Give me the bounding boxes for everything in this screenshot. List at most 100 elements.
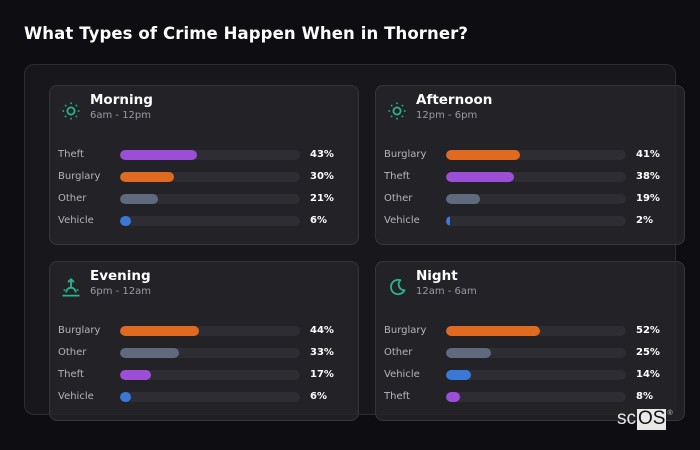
bar-label: Theft [384,171,410,182]
bar-label: Theft [384,391,410,402]
card-title: Night [416,268,458,284]
bar-track [120,348,300,358]
bar-fill [120,216,131,226]
bar-track [446,370,626,380]
bar-list: Theft 43% Burglary 30% Other 21% Vehicle… [58,147,353,235]
card-title: Evening [90,268,151,284]
bar-row: Theft 8% [384,389,679,411]
bar-fill [120,392,131,402]
bar-value: 19% [636,193,660,204]
bar-value: 38% [636,171,660,182]
moon-icon [390,278,406,296]
bar-fill [446,194,481,204]
bar-row: Burglary 52% [384,323,679,345]
bar-label: Vehicle [58,215,94,226]
bar-fill [446,216,450,226]
bar-value: 41% [636,149,660,160]
bar-fill [446,392,461,402]
bar-track [120,172,300,182]
bar-row: Burglary 30% [58,169,353,191]
bar-track [446,150,626,160]
bar-label: Theft [58,369,84,380]
bar-track [120,216,300,226]
card-title: Afternoon [416,92,493,108]
bar-value: 43% [310,149,334,160]
bar-list: Burglary 44% Other 33% Theft 17% Vehicle… [58,323,353,411]
bar-fill [120,370,151,380]
bar-label: Vehicle [58,391,94,402]
logo-text-sc: sc [617,408,636,429]
bar-row: Vehicle 6% [58,389,353,411]
bar-label: Other [384,193,413,204]
bar-track [120,392,300,402]
bar-fill [120,150,198,160]
bar-row: Other 33% [58,345,353,367]
bar-row: Theft 17% [58,367,353,389]
bar-value: 6% [310,391,327,402]
logo-text-os: OS [637,408,667,430]
card-morning: Morning 6am - 12pm Theft 43% Burglary 30… [49,85,359,245]
bar-fill [446,172,515,182]
card-subtitle: 6am - 12pm [90,110,152,121]
bar-row: Other 21% [58,191,353,213]
bar-row: Burglary 44% [58,323,353,345]
card-subtitle: 6pm - 12am [90,286,152,297]
bar-fill [120,348,180,358]
bar-label: Vehicle [384,215,420,226]
registered-mark: ® [667,410,673,417]
bar-row: Vehicle 2% [384,213,679,235]
bar-label: Vehicle [384,369,420,380]
bar-track [446,348,626,358]
bar-track [120,194,300,204]
bar-label: Burglary [58,171,101,182]
bar-list: Burglary 41% Theft 38% Other 19% Vehicle… [384,147,679,235]
bar-value: 21% [310,193,334,204]
bar-track [446,392,626,402]
bar-fill [446,370,472,380]
bar-label: Burglary [58,325,101,336]
bar-value: 30% [310,171,334,182]
card-subtitle: 12pm - 6pm [416,110,478,121]
bar-value: 14% [636,369,660,380]
bar-label: Other [58,347,87,358]
bar-list: Burglary 52% Other 25% Vehicle 14% Theft… [384,323,679,411]
scos-logo: sc OS ® [617,409,673,430]
bar-value: 8% [636,391,653,402]
bar-value: 52% [636,325,660,336]
bar-row: Theft 43% [58,147,353,169]
bar-label: Other [58,193,87,204]
page-title: What Types of Crime Happen When in Thorn… [24,24,469,43]
card-evening: Evening 6pm - 12am Burglary 44% Other 33… [49,261,359,421]
sunset-icon [62,278,80,297]
bar-track [120,370,300,380]
bar-row: Vehicle 14% [384,367,679,389]
card-afternoon: Afternoon 12pm - 6pm Burglary 41% Theft … [375,85,685,245]
bar-value: 2% [636,215,653,226]
bar-row: Vehicle 6% [58,213,353,235]
bar-track [120,150,300,160]
bar-row: Theft 38% [384,169,679,191]
bar-track [446,172,626,182]
bar-fill [446,150,520,160]
bar-fill [120,326,200,336]
bar-track [446,326,626,336]
bar-fill [120,194,158,204]
bar-label: Theft [58,149,84,160]
sun-icon [62,102,80,120]
bar-label: Other [384,347,413,358]
bar-label: Burglary [384,325,427,336]
bar-value: 6% [310,215,327,226]
bar-value: 33% [310,347,334,358]
bar-value: 44% [310,325,334,336]
bar-value: 25% [636,347,660,358]
bar-fill [120,172,174,182]
bar-fill [446,348,491,358]
bar-row: Burglary 41% [384,147,679,169]
card-title: Morning [90,92,153,108]
bar-track [446,194,626,204]
bar-row: Other 25% [384,345,679,367]
bar-row: Other 19% [384,191,679,213]
sun-icon [388,102,406,120]
bar-label: Burglary [384,149,427,160]
